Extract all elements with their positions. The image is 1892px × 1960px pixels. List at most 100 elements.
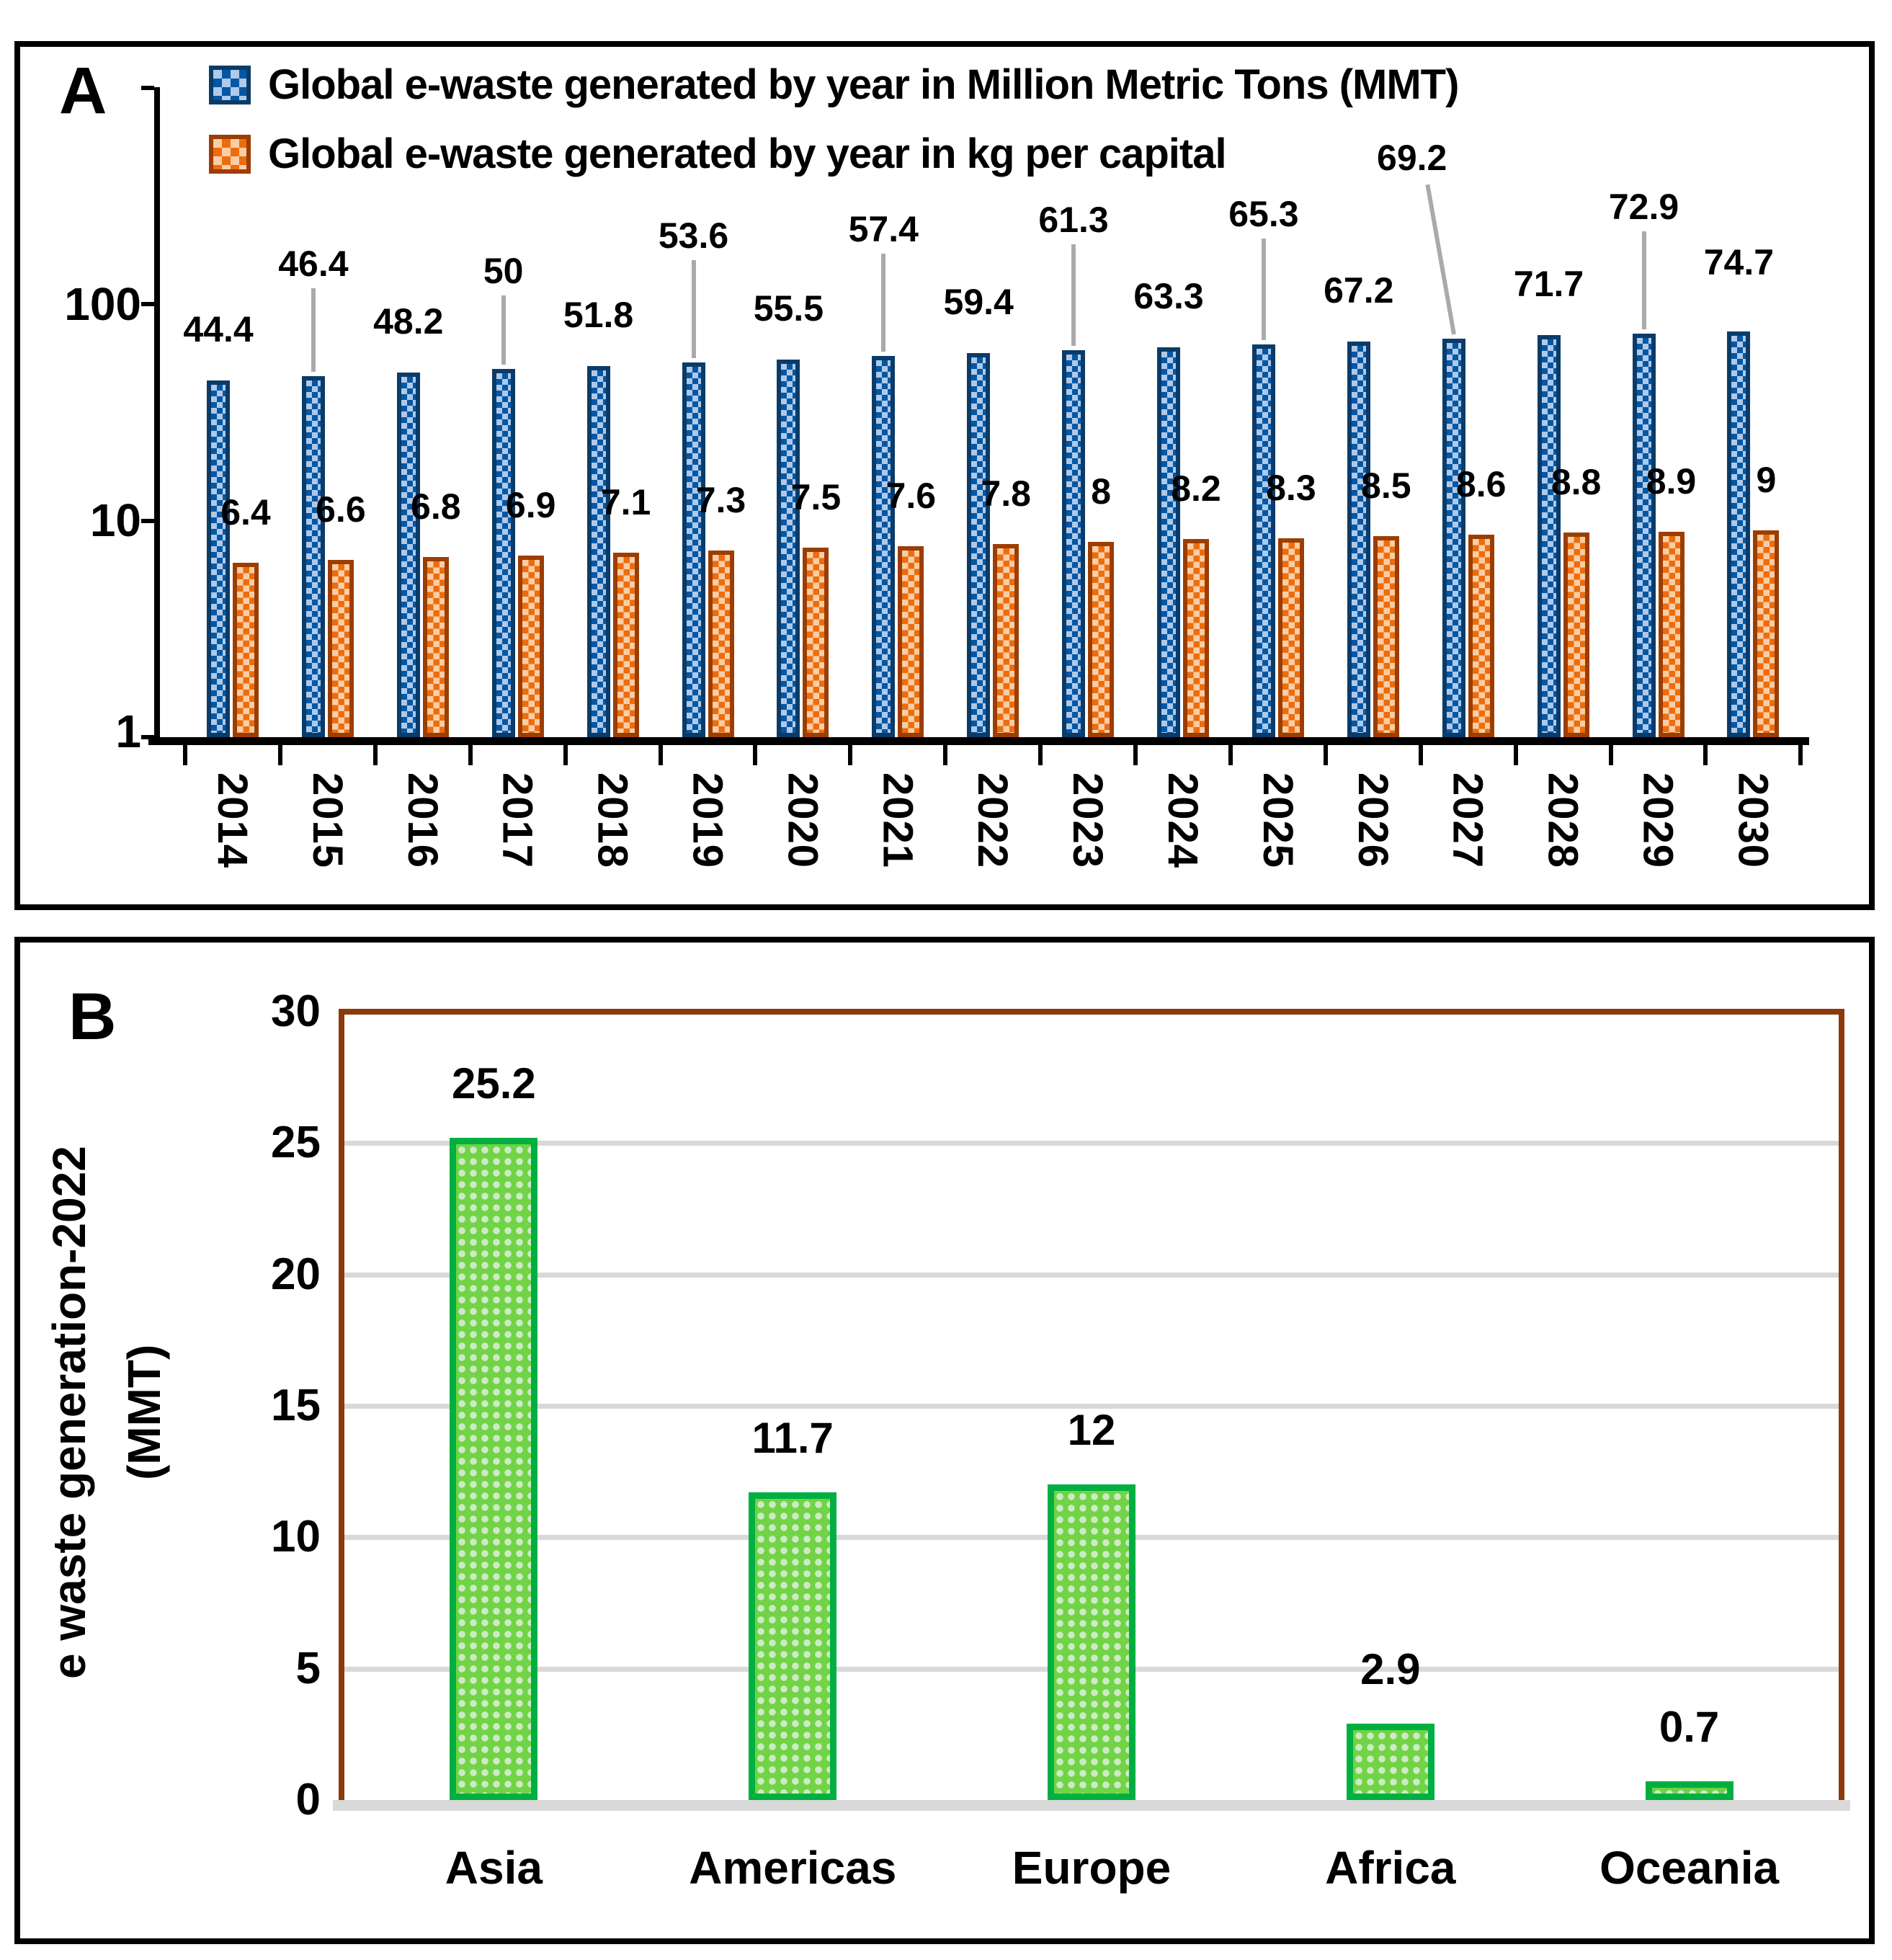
data-label-mmt-2014: 44.4 xyxy=(183,308,254,349)
x-axis-tick xyxy=(848,745,853,765)
y-axis-label-0: 0 xyxy=(295,1775,321,1825)
x-axis-tick xyxy=(1608,745,1613,765)
bar-kg-2025 xyxy=(1277,538,1304,737)
data-label-mmt-2023: 61.3 xyxy=(1038,199,1109,240)
panel-b-plot-left-border xyxy=(339,1009,344,1809)
data-label-mmt-2026: 67.2 xyxy=(1324,270,1394,311)
panel-b-frame xyxy=(14,937,1875,1944)
bar-mmt-2022 xyxy=(967,352,991,737)
x-axis-label-2022: 2022 xyxy=(969,772,1017,869)
data-label-oceania: 0.7 xyxy=(1659,1703,1720,1752)
x-axis-tick xyxy=(277,745,282,765)
x-axis-tick xyxy=(1418,745,1423,765)
data-label-kg-2028: 8.8 xyxy=(1550,462,1602,503)
data-label-mmt-2029: 72.9 xyxy=(1608,187,1679,228)
x-axis-tick xyxy=(468,745,473,765)
data-label-mmt-2015: 46.4 xyxy=(278,244,349,285)
data-label-americas: 11.7 xyxy=(751,1414,834,1463)
x-axis-tick xyxy=(1038,745,1043,765)
x-axis-label-2016: 2016 xyxy=(398,772,446,869)
bar-kg-2023 xyxy=(1088,541,1115,737)
gridline-15 xyxy=(344,1404,1839,1409)
y-axis-label-100: 100 xyxy=(64,278,141,330)
bar-mmt-2027 xyxy=(1442,339,1465,737)
bar-kg-2017 xyxy=(517,555,544,737)
x-axis-label-2019: 2019 xyxy=(684,772,731,869)
data-label-mmt-2021: 57.4 xyxy=(848,209,919,250)
data-label-europe: 12 xyxy=(1067,1406,1116,1455)
bar-kg-2015 xyxy=(327,559,354,737)
x-axis-tick xyxy=(183,745,187,765)
y-axis-label-30: 30 xyxy=(271,986,321,1036)
bar-mmt-2029 xyxy=(1632,334,1656,737)
bar-mmt-2024 xyxy=(1157,347,1180,737)
data-label-kg-2014: 6.4 xyxy=(220,491,271,533)
bar-mmt-2021 xyxy=(872,356,896,737)
x-axis-tick xyxy=(563,745,568,765)
data-label-mmt-2024: 63.3 xyxy=(1133,275,1204,316)
x-axis-label-2030: 2030 xyxy=(1729,772,1777,869)
panel-b-plot-right-border xyxy=(1839,1009,1844,1809)
legend-swatch-kg-icon xyxy=(209,134,251,174)
data-label-kg-2027: 8.6 xyxy=(1455,464,1507,505)
x-axis-tick xyxy=(658,745,663,765)
bar-mmt-2014 xyxy=(207,380,230,737)
x-axis-label-africa: Africa xyxy=(1325,1842,1456,1894)
leader-line-2017 xyxy=(501,295,506,365)
panel-b-plot-top-border xyxy=(339,1009,1844,1015)
bar-region-oceania xyxy=(1645,1781,1733,1800)
data-label-mmt-2018: 51.8 xyxy=(563,294,634,335)
data-label-mmt-2017: 50 xyxy=(483,251,524,292)
data-label-mmt-2022: 59.4 xyxy=(943,281,1014,322)
panel-b-letter: B xyxy=(68,980,117,1054)
x-axis-label-2025: 2025 xyxy=(1254,772,1301,869)
x-axis-tick xyxy=(1703,745,1708,765)
x-axis-tick xyxy=(753,745,758,765)
bar-region-americas xyxy=(749,1492,837,1800)
legend-label-mmt: Global e-waste generated by year in Mill… xyxy=(268,61,1459,108)
data-label-africa: 2.9 xyxy=(1360,1645,1421,1694)
y-axis-label-20: 20 xyxy=(271,1249,321,1299)
bar-mmt-2019 xyxy=(682,362,705,737)
x-axis-tick xyxy=(1228,745,1233,765)
bar-kg-2026 xyxy=(1373,535,1399,737)
x-axis-label-europe: Europe xyxy=(1012,1842,1172,1894)
data-label-asia: 25.2 xyxy=(452,1059,536,1108)
y-axis-title-line1: e waste generation-2022 xyxy=(43,1146,95,1679)
y-axis-tick xyxy=(141,85,154,90)
data-label-kg-2024: 8.2 xyxy=(1171,468,1221,509)
panel-a-x-axis xyxy=(148,737,1809,745)
x-axis-label-2023: 2023 xyxy=(1064,772,1112,869)
data-label-mmt-2019: 53.6 xyxy=(658,215,729,257)
x-axis-label-2018: 2018 xyxy=(589,772,636,869)
data-label-mmt-2025: 65.3 xyxy=(1228,193,1299,234)
x-axis-tick xyxy=(943,745,948,765)
y-axis-label-15: 15 xyxy=(271,1381,321,1430)
legend-swatch-mmt-icon xyxy=(209,65,251,104)
gridline-20 xyxy=(344,1272,1839,1278)
gridline-25 xyxy=(344,1141,1839,1146)
y-axis-label-5: 5 xyxy=(295,1643,321,1693)
data-label-kg-2025: 8.3 xyxy=(1266,467,1316,508)
bar-mmt-2025 xyxy=(1251,344,1275,737)
bar-kg-2020 xyxy=(803,548,829,737)
data-label-mmt-2030: 74.7 xyxy=(1703,242,1775,283)
leader-line-2015 xyxy=(311,288,316,373)
bar-kg-2019 xyxy=(708,550,734,737)
data-label-kg-2017: 6.9 xyxy=(505,484,556,525)
x-axis-tick xyxy=(1133,745,1138,765)
data-label-kg-2021: 7.6 xyxy=(885,476,937,517)
x-axis-label-2026: 2026 xyxy=(1349,772,1396,869)
bar-kg-2027 xyxy=(1468,535,1494,737)
y-axis-title-line2: (MMT) xyxy=(118,1344,170,1481)
x-axis-tick xyxy=(372,745,378,765)
legend-label-kg: Global e-waste generated by year in kg p… xyxy=(268,130,1227,177)
bar-mmt-2020 xyxy=(777,359,800,737)
panel-a-y-axis xyxy=(154,87,160,737)
bar-region-europe xyxy=(1048,1484,1135,1800)
bar-mmt-2015 xyxy=(301,376,325,737)
bar-mmt-2030 xyxy=(1727,331,1751,737)
x-axis-label-americas: Americas xyxy=(689,1842,897,1894)
y-axis-label-25: 25 xyxy=(271,1118,321,1168)
